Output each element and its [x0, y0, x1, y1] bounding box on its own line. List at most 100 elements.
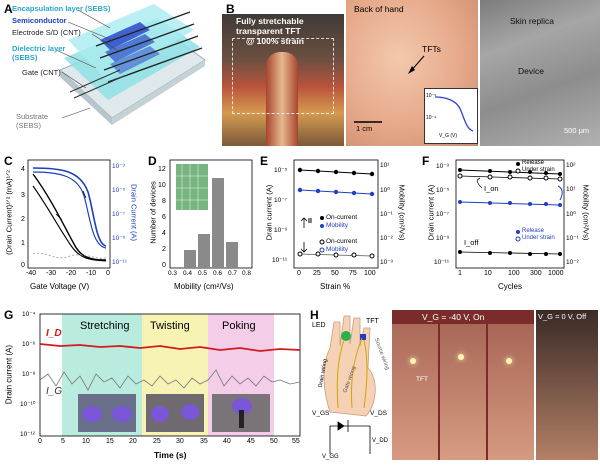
led-glow	[506, 358, 512, 364]
panel-letter: E	[260, 154, 269, 168]
left-tick-2: 10⁻⁷	[436, 211, 450, 218]
x-tick-2: 10	[82, 438, 90, 445]
ion-arrow	[476, 177, 483, 189]
x-tick-3: 0.6	[213, 270, 223, 277]
x-tick-0: 1	[458, 270, 462, 277]
xlabel: Gate Voltage (V)	[30, 282, 90, 291]
drain-current-trace	[39, 343, 301, 352]
off-current-series	[458, 250, 562, 256]
right-tick-4: 10⁻²	[566, 259, 579, 266]
panel-letter: B	[226, 2, 235, 16]
panel-e: E Drain current (A) Mobility (cm²/Vs) On	[258, 152, 410, 302]
x-tick-8: 40	[223, 438, 231, 445]
x-tick-3: -10	[86, 270, 97, 277]
y-tick-2: 8	[162, 198, 166, 205]
right-tick-2: 10⁻⁷	[112, 211, 126, 218]
y-tick-5: 2	[162, 246, 166, 253]
x-tick-1: 25	[313, 270, 321, 277]
x-tick-0: 0	[38, 438, 42, 445]
x-tick-0: 0	[297, 270, 301, 277]
x-tick-3: 15	[106, 438, 114, 445]
y-tick-4: 4	[162, 230, 166, 237]
led-off-photo: V_G = 0 V, Off	[536, 310, 598, 460]
device-array-inset	[176, 164, 208, 210]
glove-left	[82, 406, 102, 422]
transfer-curve-chart	[27, 159, 111, 269]
mobility-arrow	[557, 185, 563, 201]
panel-b: B Fully stretchable transparent TFT @ 10…	[222, 0, 600, 150]
xlabel: Mobility (cm²/Vs)	[174, 282, 234, 291]
direction-arrows	[55, 190, 87, 221]
release-on-series	[458, 168, 562, 176]
gate-current-trace	[39, 369, 301, 391]
x-tick-3: 300	[530, 270, 542, 277]
histogram-bar	[226, 242, 238, 268]
legend-mobility: Mobility	[326, 222, 349, 229]
plot-frame	[27, 159, 111, 269]
y-tick-4: 10⁻¹²	[20, 431, 35, 438]
left-tick-0: 10⁻³	[436, 163, 449, 170]
substrate-edge	[112, 60, 205, 125]
panel-letter: D	[148, 154, 157, 168]
y-tick-1: 10	[158, 182, 166, 189]
y-tick-0: 12	[158, 166, 166, 173]
x-tick-0: 0.3	[168, 270, 178, 277]
ylabel-right: Mobility (cm²/Vs)	[397, 184, 407, 241]
inset-xlabel: V_G (V)	[439, 133, 458, 139]
x-tick-2: -20	[66, 270, 77, 277]
x-tick-2: 50	[331, 270, 339, 277]
layer-label-substrate: Substrate	[16, 112, 49, 121]
xlabel: Strain %	[320, 282, 351, 291]
layer-label-semiconductor: Semiconductor	[12, 16, 67, 25]
sqrt-reverse-curve	[32, 185, 107, 262]
right-tick-1: 10¹	[566, 186, 576, 193]
scale-label: 1 cm	[356, 124, 373, 133]
label-ion: I_on	[484, 184, 499, 193]
panel-f: F	[420, 152, 600, 302]
time-series-chart	[39, 313, 301, 437]
x-tick-5: 0.8	[242, 270, 252, 277]
on-title: V_G = -40 V, On	[422, 312, 485, 322]
y-tick-2: 10⁻⁸	[22, 371, 36, 378]
panel-letter: H	[310, 308, 319, 322]
transfer-inset: 10⁻⁵ 10⁻⁹ V_G (V)	[424, 88, 478, 144]
photo-caption-line3: @ 100% strain	[246, 36, 304, 46]
x-tick-4: 1000	[548, 270, 564, 277]
ylabel-left: (Drain Current)¹ᐟ² (mA)¹ᐟ²	[4, 170, 14, 255]
right-tick-2: 10⁻¹	[380, 211, 393, 218]
led-glow	[410, 358, 416, 364]
mobility-series	[297, 187, 375, 197]
y-tick-3: 10⁻¹⁰	[20, 401, 36, 408]
region-label-twisting: Twisting	[150, 320, 190, 332]
ylabel-right: Mobility (cm²/Vs)	[581, 184, 591, 241]
right-tick-0: 10¹	[380, 162, 390, 169]
x-tick-3: 75	[349, 270, 357, 277]
xlabel: Cycles	[498, 282, 523, 291]
x-tick-1: 5	[61, 438, 65, 445]
hand-photo-1	[392, 324, 438, 460]
right-tick-1: 10⁰	[380, 187, 390, 194]
left-tick-0: 10⁻⁵	[274, 167, 288, 174]
left-tick-4: 10⁻¹¹	[434, 259, 449, 266]
right-tick-1: 10⁻⁵	[112, 187, 126, 194]
log-reverse-curve	[32, 171, 107, 249]
off-current-series	[297, 251, 375, 259]
ylabel: Drain current (A)	[4, 344, 14, 405]
mobility-release-series	[458, 200, 562, 207]
ylabel: Number of devices	[148, 181, 158, 244]
inset-plot	[434, 96, 474, 132]
left-tick-1: 10⁻⁵	[436, 187, 450, 194]
layer-label-substrate-material: (SEBS)	[16, 121, 42, 130]
label-vds: V_DS	[370, 410, 387, 417]
glove-right	[112, 406, 132, 422]
inset-ytick-bottom: 10⁻⁹	[426, 115, 437, 121]
right-tick-0: 10⁻³	[112, 163, 125, 170]
log-forward-curve	[32, 167, 107, 247]
strain-arrow-label: II	[308, 218, 312, 225]
label-vdd: V_DD	[372, 438, 389, 444]
plot-frame	[455, 159, 565, 269]
legend-mobility-2: Mobility	[326, 246, 349, 253]
ylabel-left: Drain current (A)	[426, 184, 436, 241]
panel-letter: F	[422, 154, 430, 168]
circuit-schematic	[329, 420, 371, 454]
